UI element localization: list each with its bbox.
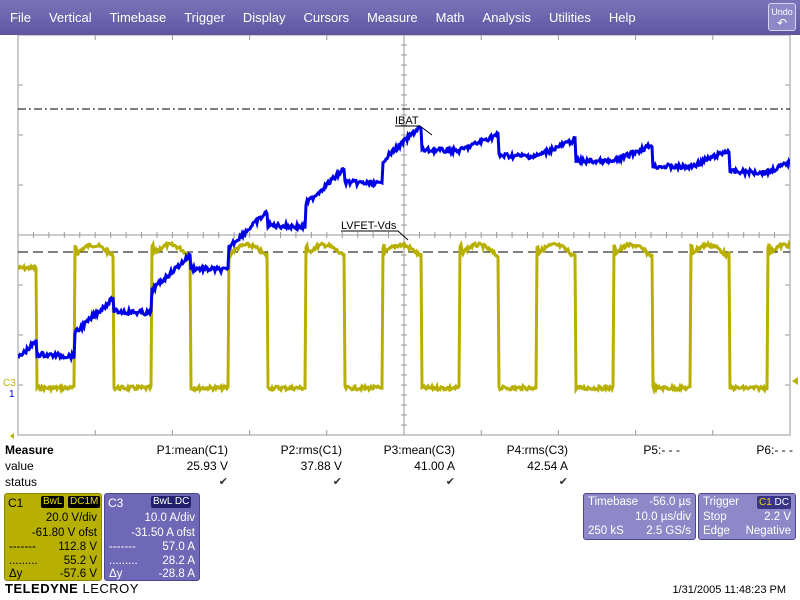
param-value-p4: 42.54 A: [527, 459, 568, 473]
bandwidth-limit-badge: BwL: [41, 496, 65, 508]
menu-cursors[interactable]: Cursors: [303, 10, 350, 25]
vds-pointer: [397, 230, 409, 241]
c1-delta-label: Δy: [9, 568, 23, 580]
status-row-label: status: [5, 475, 38, 489]
menu-trigger[interactable]: Trigger: [184, 10, 225, 25]
measure-title: Measure: [5, 443, 54, 457]
param-name-p5[interactable]: P5:- - -: [643, 443, 680, 457]
param-name-p3[interactable]: P3:mean(C3): [383, 443, 455, 457]
cursor2-line-icon: .........: [9, 555, 38, 567]
menu-help[interactable]: Help: [608, 10, 636, 25]
c1-trace: [18, 239, 790, 396]
param-value-p3: 41.00 A: [414, 459, 455, 473]
param-name-p4[interactable]: P4:rms(C3): [506, 443, 568, 457]
value-row-label: value: [5, 459, 34, 473]
menu-bar: File Vertical Timebase Trigger Display Cursor…: [0, 0, 800, 35]
trigger-label: Trigger: [703, 496, 739, 508]
timestamp: 1/31/2005 11:48:23 PM: [672, 584, 786, 596]
trigger-mode: Stop: [703, 511, 727, 523]
c3-ground-marker: C3: [3, 378, 16, 389]
menu-vertical[interactable]: Vertical: [48, 10, 92, 25]
c3-cursor1-value: 57.0 A: [162, 541, 195, 553]
trigger-type: Edge: [703, 525, 730, 537]
c1-volts-per-div: 20.0 V/div: [45, 512, 97, 524]
ibat-label: IBAT: [395, 115, 419, 127]
vds-label: LVFET-Vds: [341, 220, 397, 232]
menu-measure[interactable]: Measure: [367, 10, 418, 25]
channel-c3-name: C3: [108, 496, 124, 510]
param-name-p1[interactable]: P1:mean(C1): [156, 443, 228, 457]
waveform-display[interactable]: IBAT LVFET-Vds C3 1: [0, 35, 800, 440]
menu-display[interactable]: Display: [242, 10, 286, 25]
menu-analysis[interactable]: Analysis: [482, 10, 531, 25]
timebase-label: Timebase: [588, 496, 639, 508]
param-value-p1: 25.93 V: [186, 459, 228, 473]
c3-offset: -31.50 A ofst: [131, 527, 195, 539]
c1-cursor1-value: 112.8 V: [58, 541, 97, 553]
menu-utilities[interactable]: Utilities: [548, 10, 591, 25]
status-check-icon: ✔: [558, 476, 568, 488]
c3-coupling-badge: BwL DC: [151, 496, 192, 508]
trigger-source-badge: C1 DC: [756, 496, 791, 509]
channel-c1-name: C1: [8, 496, 24, 510]
c3-delta-value: -28.8 A: [158, 568, 195, 580]
trigger-slope: Negative: [745, 525, 791, 537]
undo-arrow-icon: ↶: [776, 16, 788, 30]
status-check-icon: ✔: [445, 476, 455, 488]
menu-file[interactable]: File: [10, 10, 31, 25]
timebase-delay: -56.0 µs: [649, 496, 691, 508]
cursor1-line-icon: -------: [109, 541, 136, 553]
cursor2-line-icon: .........: [109, 555, 138, 567]
status-check-icon: ✔: [218, 476, 228, 488]
c1-ground-marker: 1: [9, 389, 15, 400]
param-name-p6[interactable]: P6:- - -: [756, 443, 793, 457]
c3-cursor2-value: 28.2 A: [162, 555, 195, 567]
c1-offset: -61.80 V ofst: [31, 527, 97, 539]
channel-c1-descriptor[interactable]: C1 BwL DC1M 20.0 V/div -61.80 V ofst ---…: [4, 493, 102, 581]
c1-delta-value: -57.6 V: [59, 568, 97, 580]
channel-c3-descriptor[interactable]: C3 BwL DC 10.0 A/div -31.50 A ofst -----…: [104, 493, 200, 581]
menu-timebase[interactable]: Timebase: [109, 10, 167, 25]
param-value-p2: 37.88 V: [300, 459, 342, 473]
offscreen-arrow-icon: [10, 433, 14, 439]
c3-trace: [18, 124, 790, 364]
param-name-p2[interactable]: P2:rms(C1): [280, 443, 342, 457]
brand-logo: TELEDYNE LECROY: [5, 581, 139, 596]
status-check-icon: ✔: [332, 476, 342, 488]
waveform-grid: IBAT LVFET-Vds C31: [3, 35, 798, 439]
undo-button[interactable]: Undo ↶: [768, 3, 796, 31]
cursor1-line-icon: -------: [9, 541, 36, 553]
timebase-sample-rate: 2.5 GS/s: [646, 525, 691, 537]
coupling-badge: DC1M: [68, 496, 101, 508]
undo-label: Undo: [771, 7, 793, 17]
menu-math[interactable]: Math: [435, 10, 465, 25]
trigger-level: 2.2 V: [764, 511, 791, 523]
timebase-descriptor[interactable]: Timebase -56.0 µs 10.0 µs/div 250 kS 2.5…: [583, 493, 696, 540]
ibat-pointer: [419, 125, 433, 136]
timebase-per-div: 10.0 µs/div: [635, 511, 691, 523]
c1-cursor2-value: 55.2 V: [63, 555, 97, 567]
measure-table: Measure P1:mean(C1) P2:rms(C1) P3:mean(C…: [0, 443, 800, 491]
trigger-descriptor[interactable]: Trigger C1 DC Stop 2.2 V Edge Negative: [698, 493, 796, 540]
c3-amps-per-div: 10.0 A/div: [144, 512, 195, 524]
trigger-level-icon: [792, 377, 798, 385]
timebase-samples: 250 kS: [588, 525, 624, 537]
c3-delta-label: Δy: [109, 568, 123, 580]
